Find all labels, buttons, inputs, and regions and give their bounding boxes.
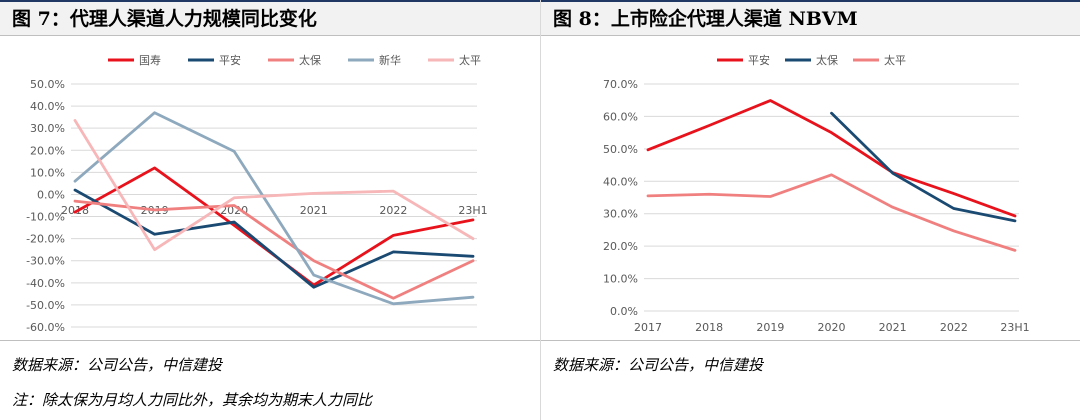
x-tick-label: 2019 (756, 321, 784, 334)
y-tick-label: 60.0% (603, 110, 638, 123)
legend-label: 平安 (748, 53, 770, 67)
legend-label: 平安 (219, 53, 241, 67)
x-tick-label: 2020 (818, 321, 846, 334)
y-tick-label: -50.0% (26, 299, 65, 312)
figure-8-chart: 70.0% 60.0% 50.0% 40.0% 30.0% 20.0% 10.0% 0.0% 2… (603, 53, 1030, 334)
y-tick-label: -30.0% (26, 255, 65, 268)
figure-7-title-bar: 图 7：代理人渠道人力规模同比变化 (0, 0, 540, 36)
legend-label: 国寿 (139, 53, 161, 67)
y-tick-label: 20.0% (30, 144, 65, 157)
y-tick-label: 0.0% (37, 188, 65, 201)
series-line-太平 (73, 119, 475, 252)
legend-label: 太平 (884, 54, 906, 67)
y-tick-label: 40.0% (30, 100, 65, 113)
y-tick-label: 70.0% (603, 78, 638, 91)
y-tick-label: -20.0% (26, 233, 65, 246)
x-tick-label: 2022 (379, 204, 407, 217)
y-tick-label: 50.0% (30, 78, 65, 91)
series-line-国寿 (73, 166, 475, 287)
legend-label: 太平 (459, 54, 481, 67)
figure-8-panel: 图 8：上市险企代理人渠道 NBVM 70.0% 60.0% 50.0% 40.0% 3… (541, 0, 1080, 420)
y-tick-label: -40.0% (26, 277, 65, 290)
panel-divider (540, 0, 541, 420)
y-tick-label: 10.0% (603, 273, 638, 286)
x-tick-label: 2017 (634, 321, 662, 334)
y-tick-label: 40.0% (603, 175, 638, 188)
y-tick-label: 50.0% (603, 143, 638, 156)
x-tick-label: 2021 (300, 204, 328, 217)
x-tick-label: 23H1 (458, 204, 487, 217)
y-tick-label: 10.0% (30, 166, 65, 179)
legend-label: 太保 (299, 53, 321, 67)
y-tick-label: 30.0% (603, 208, 638, 221)
x-tick-label: 23H1 (1000, 321, 1029, 334)
legend-label: 新华 (379, 53, 401, 67)
figure-7-panel: 图 7：代理人渠道人力规模同比变化 50.0% 40.0% 30.0% 20.0% 10… (0, 0, 540, 409)
series-line-太保 (73, 199, 475, 300)
series-line-新华 (73, 111, 475, 306)
series-line-太保 (830, 111, 1017, 223)
y-tick-label: -60.0% (26, 321, 65, 334)
y-tick-label: 30.0% (30, 122, 65, 135)
figure-8-title: 图 8：上市险企代理人渠道 NBVM (553, 8, 858, 30)
figure-8-source: 数据来源：公司公告，中信建投 (553, 356, 764, 374)
figure-8-title-bar: 图 8：上市险企代理人渠道 NBVM (541, 0, 1080, 36)
figure-7-title: 图 7：代理人渠道人力规模同比变化 (12, 8, 317, 30)
figure-7-footnote: 注：除太保为月均人力同比外，其余均为期末人力同比 (12, 391, 373, 409)
figure-7-source: 数据来源：公司公告，中信建投 (12, 356, 223, 374)
series-line-太平 (646, 173, 1017, 252)
legend-label: 太保 (816, 53, 838, 67)
y-tick-label: 0.0% (610, 305, 638, 318)
series-line-平安 (646, 99, 1017, 218)
x-tick-label: 2021 (879, 321, 907, 334)
figure-7-chart: 50.0% 40.0% 30.0% 20.0% 10.0% 0.0% -10.0% -20.0… (26, 53, 488, 334)
x-tick-label: 2022 (940, 321, 968, 334)
figure-8-separator (541, 340, 1080, 341)
figure-7-separator (0, 340, 540, 341)
y-tick-label: -10.0% (26, 211, 65, 224)
x-tick-label: 2018 (695, 321, 723, 334)
y-tick-label: 20.0% (603, 240, 638, 253)
